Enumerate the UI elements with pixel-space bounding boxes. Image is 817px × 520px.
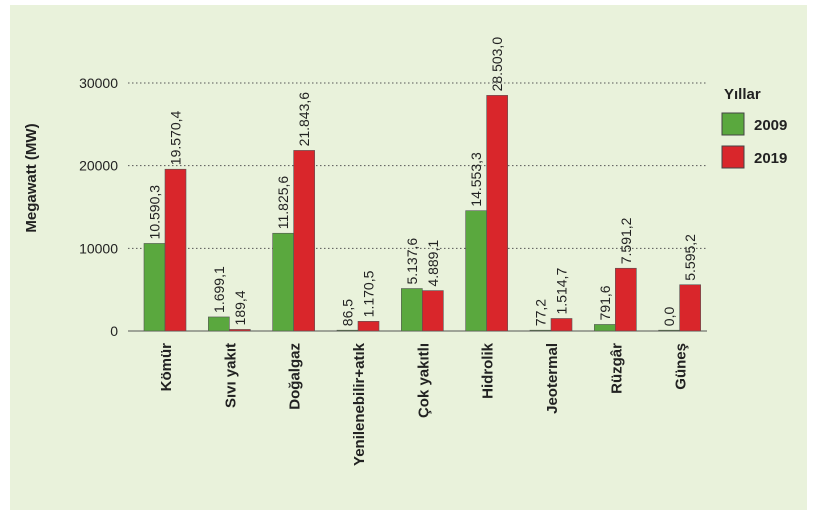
data-label-2019-7: 7.591,2 bbox=[618, 217, 634, 264]
category-label: Yenilenebilir+atık bbox=[351, 342, 368, 466]
data-label-2009-2: 11.825,6 bbox=[275, 176, 291, 230]
data-label-2009-0: 10.590,3 bbox=[147, 185, 163, 240]
bar-2019-8 bbox=[679, 284, 701, 332]
bar-2019-7 bbox=[615, 267, 637, 332]
data-label-2019-3: 1.170,5 bbox=[361, 270, 377, 317]
category-label: Sıvı yakıt bbox=[222, 343, 239, 408]
y-tick-label: 30000 bbox=[79, 75, 118, 91]
category-label: Rüzgâr bbox=[608, 343, 625, 394]
y-tick-label: 10000 bbox=[79, 240, 118, 256]
bar-2009-8 bbox=[658, 329, 680, 332]
chart-panel: 0 10000 20000 30000 Megawatt (MW) 10.590,3 1… bbox=[10, 5, 807, 510]
category-labels: Kömür Sıvı yakıt Doğalgaz Yenilenebilir+atı… bbox=[158, 342, 690, 466]
legend: Yıllar 2009 2019 bbox=[721, 86, 787, 169]
bar-2009-0 bbox=[143, 243, 166, 332]
data-label-2009-3: 86,5 bbox=[340, 299, 356, 326]
bar-2019-5 bbox=[486, 95, 508, 332]
bar-2009-7 bbox=[594, 324, 616, 332]
category-label: Güneş bbox=[673, 343, 690, 390]
data-label-2009-4: 5.137,6 bbox=[404, 238, 420, 285]
legend-swatch-2019 bbox=[721, 145, 745, 169]
bar-2009-6 bbox=[529, 329, 552, 332]
legend-swatch-2009 bbox=[721, 112, 745, 136]
category-label: Doğalgaz bbox=[287, 343, 304, 410]
category-label: Çok yakıtlı bbox=[415, 343, 432, 418]
data-label-2009-6: 77,2 bbox=[533, 299, 549, 326]
category-label: Jeotermal bbox=[544, 343, 561, 414]
data-label-2019-0: 19.570,4 bbox=[168, 111, 184, 166]
bar-2009-4 bbox=[401, 288, 423, 332]
data-label-2019-1: 189,4 bbox=[232, 290, 248, 325]
data-labels: 10.590,3 19.570,4 1.699,1 189,4 11.825,6 21.8… bbox=[147, 37, 699, 327]
bar-2019-6 bbox=[550, 318, 573, 332]
y-axis-ticks: 0 10000 20000 30000 bbox=[79, 75, 118, 339]
data-label-2009-1: 1.699,1 bbox=[211, 266, 227, 313]
bar-2019-1 bbox=[229, 329, 251, 332]
bar-2019-2 bbox=[293, 150, 315, 332]
data-label-2019-5: 28.503,0 bbox=[489, 37, 505, 92]
legend-label-2019: 2019 bbox=[754, 150, 787, 167]
bars bbox=[143, 95, 701, 332]
bar-2019-3 bbox=[357, 321, 380, 332]
category-label: Hidrolik bbox=[480, 342, 497, 398]
data-label-2009-7: 791,6 bbox=[597, 285, 613, 320]
data-label-2019-4: 4.889,1 bbox=[425, 240, 441, 287]
bar-2009-5 bbox=[465, 210, 487, 332]
data-label-2019-2: 21.843,6 bbox=[296, 92, 312, 147]
bar-2009-1 bbox=[208, 316, 230, 332]
y-tick-label: 20000 bbox=[79, 158, 118, 174]
bar-2009-3 bbox=[336, 329, 359, 332]
bar-2019-4 bbox=[422, 290, 444, 332]
data-label-2019-8: 5.595,2 bbox=[682, 234, 698, 281]
y-axis-label: Megawatt (MW) bbox=[23, 123, 40, 232]
bar-2019-0 bbox=[164, 168, 187, 332]
data-label-2009-8: 0,0 bbox=[661, 307, 677, 327]
legend-label-2009: 2009 bbox=[754, 117, 787, 134]
legend-title: Yıllar bbox=[724, 86, 761, 103]
category-label: Kömür bbox=[158, 343, 175, 391]
data-label-2009-5: 14.553,3 bbox=[468, 152, 484, 207]
data-label-2019-6: 1.514,7 bbox=[554, 268, 570, 315]
y-tick-label: 0 bbox=[110, 323, 118, 339]
bar-2009-2 bbox=[272, 232, 294, 332]
